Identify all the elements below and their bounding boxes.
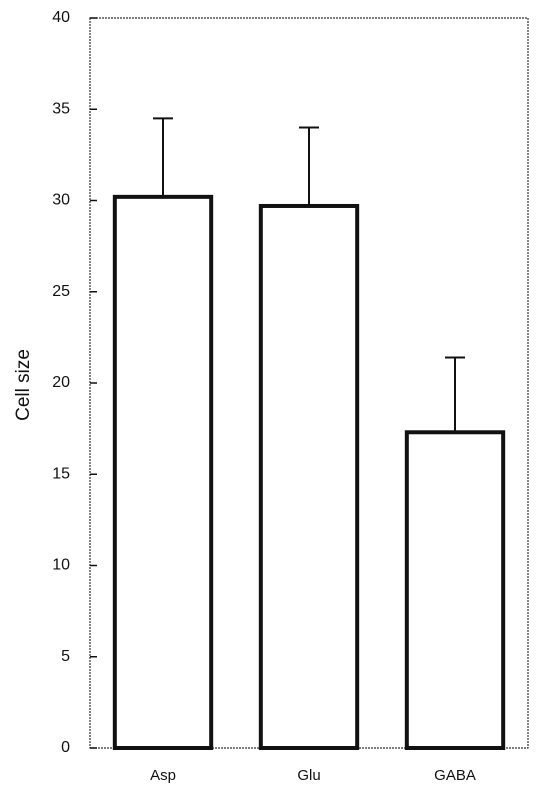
- bar: [404, 430, 506, 750]
- x-tick-label: Glu: [297, 767, 320, 784]
- y-tick-label: 0: [61, 739, 70, 756]
- x-tick-label: Asp: [150, 767, 176, 784]
- y-tick-label: 10: [52, 557, 70, 574]
- y-tick-label: 35: [52, 100, 70, 117]
- y-tick-label: 20: [52, 374, 70, 391]
- y-tick-label: 25: [52, 283, 70, 300]
- y-tick-label: 15: [52, 465, 70, 482]
- y-tick-label: 30: [52, 192, 70, 209]
- bar: [112, 194, 214, 751]
- y-tick-label: 5: [61, 648, 70, 665]
- y-tick-label: 40: [52, 9, 70, 26]
- y-axis-label: Cell size: [13, 349, 34, 421]
- bar: [258, 203, 360, 751]
- x-tick-label: GABA: [434, 767, 476, 784]
